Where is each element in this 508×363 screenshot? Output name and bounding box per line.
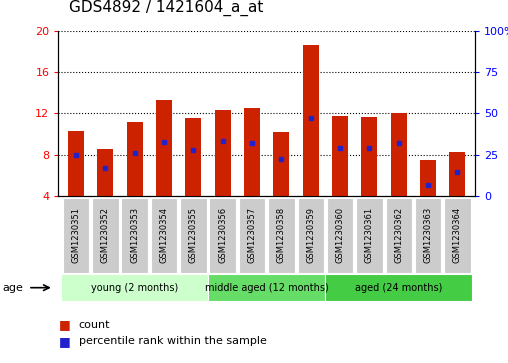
Bar xyxy=(92,197,118,273)
Bar xyxy=(61,274,208,301)
Text: GSM1230351: GSM1230351 xyxy=(72,207,81,263)
Text: GSM1230358: GSM1230358 xyxy=(277,207,286,263)
Text: GSM1230357: GSM1230357 xyxy=(247,207,257,263)
Bar xyxy=(98,148,113,196)
Text: middle aged (12 months): middle aged (12 months) xyxy=(205,283,329,293)
Bar xyxy=(298,197,324,273)
Text: GSM1230354: GSM1230354 xyxy=(160,207,169,263)
Text: GSM1230363: GSM1230363 xyxy=(424,207,432,263)
Text: GSM1230364: GSM1230364 xyxy=(453,207,462,263)
Bar xyxy=(180,197,207,273)
Bar xyxy=(208,274,325,301)
Text: GSM1230362: GSM1230362 xyxy=(394,207,403,263)
Text: ■: ■ xyxy=(58,318,70,331)
Text: GDS4892 / 1421604_a_at: GDS4892 / 1421604_a_at xyxy=(69,0,263,16)
Text: GSM1230361: GSM1230361 xyxy=(365,207,374,263)
Text: aged (24 months): aged (24 months) xyxy=(355,283,442,293)
Bar xyxy=(209,197,236,273)
Bar xyxy=(151,197,177,273)
Bar xyxy=(303,45,319,196)
Bar xyxy=(332,115,348,196)
Bar xyxy=(214,110,231,196)
Bar xyxy=(361,117,377,196)
Text: percentile rank within the sample: percentile rank within the sample xyxy=(79,336,267,346)
Text: GSM1230359: GSM1230359 xyxy=(306,207,315,263)
Bar xyxy=(415,197,441,273)
Bar xyxy=(449,152,465,196)
Bar xyxy=(185,118,202,196)
Bar xyxy=(68,131,84,196)
Bar xyxy=(420,160,436,196)
Text: GSM1230353: GSM1230353 xyxy=(130,207,139,263)
Bar xyxy=(126,122,143,196)
Text: count: count xyxy=(79,320,110,330)
Text: age: age xyxy=(3,283,23,293)
Text: young (2 months): young (2 months) xyxy=(91,283,178,293)
Text: ■: ■ xyxy=(58,335,70,348)
Bar xyxy=(325,274,472,301)
Bar xyxy=(268,197,295,273)
Text: GSM1230360: GSM1230360 xyxy=(336,207,344,263)
Text: GSM1230355: GSM1230355 xyxy=(189,207,198,263)
Bar xyxy=(444,197,470,273)
Bar xyxy=(273,132,290,196)
Bar xyxy=(244,108,260,196)
Bar xyxy=(239,197,265,273)
Bar xyxy=(121,197,148,273)
Text: GSM1230352: GSM1230352 xyxy=(101,207,110,263)
Bar xyxy=(386,197,412,273)
Bar xyxy=(391,113,407,196)
Text: GSM1230356: GSM1230356 xyxy=(218,207,227,263)
Bar xyxy=(156,100,172,196)
Bar xyxy=(63,197,89,273)
Bar xyxy=(356,197,383,273)
Bar xyxy=(327,197,353,273)
